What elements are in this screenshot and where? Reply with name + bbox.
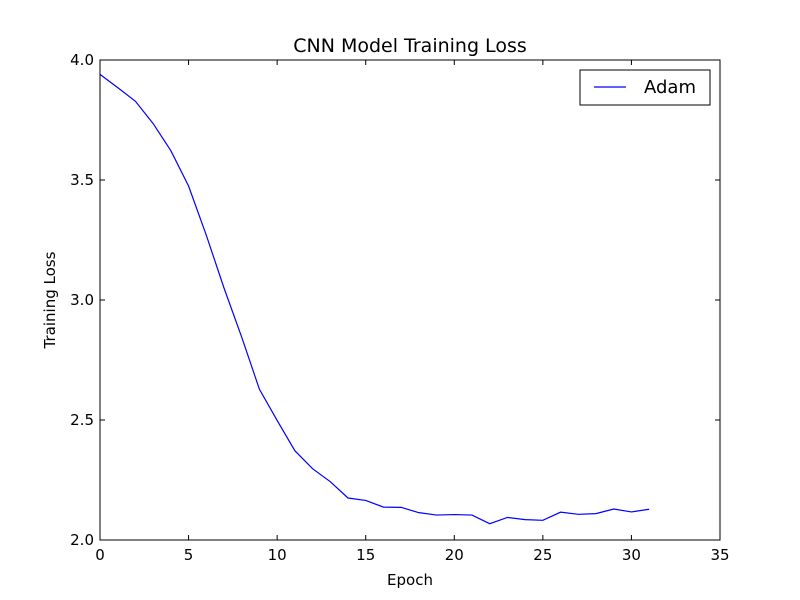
legend: Adam: [579, 69, 711, 106]
series-layer: [99, 73, 650, 525]
plot-frame: [99, 59, 721, 541]
x-axis-label: Epoch: [387, 571, 433, 589]
plot-area: [100, 60, 720, 540]
y-tick-label: 2.0: [70, 531, 94, 549]
y-tick-label: 2.5: [70, 411, 94, 429]
series-line-adam: [99, 73, 650, 525]
ticks-layer: 0 5 10 15 20 25 30 35 2.0 2.5 3.0 3.5 4.0: [70, 51, 729, 564]
chart-title: CNN Model Training Loss: [293, 35, 527, 57]
x-tick-label: 20: [445, 546, 464, 564]
x-tick-label: 5: [184, 546, 194, 564]
y-tick-label: 3.5: [70, 171, 94, 189]
y-tick-label: 3.0: [70, 291, 94, 309]
x-tick-label: 30: [622, 546, 641, 564]
y-tick-label: 4.0: [70, 51, 94, 69]
legend-label: Adam: [644, 77, 696, 98]
x-tick-label: 35: [710, 546, 729, 564]
x-tick-label: 0: [95, 546, 105, 564]
x-tick-label: 25: [533, 546, 552, 564]
x-tick-label: 15: [356, 546, 375, 564]
x-tick-label: 10: [268, 546, 287, 564]
y-axis-label: Training Loss: [41, 251, 59, 349]
